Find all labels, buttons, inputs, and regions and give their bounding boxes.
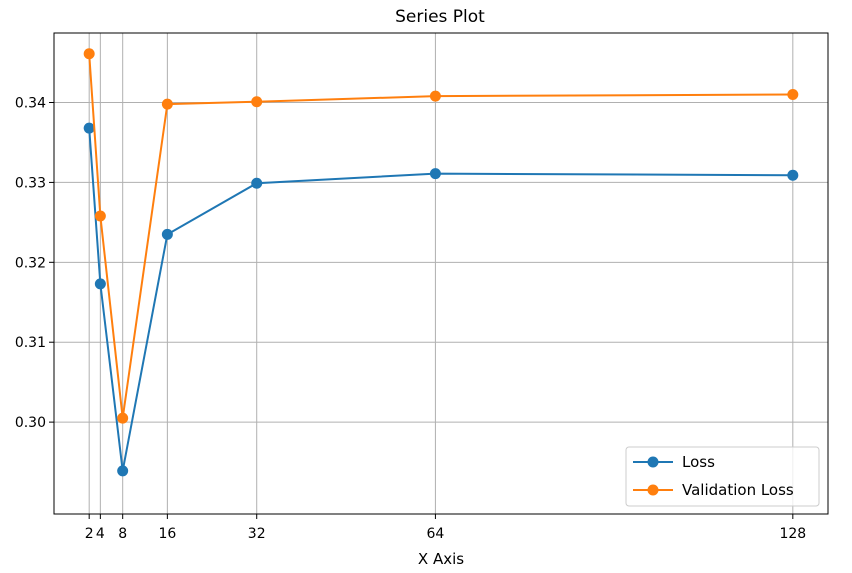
x-tick-label: 2: [85, 526, 94, 542]
plot-frame: [53, 32, 829, 515]
chart-title: Series Plot: [395, 7, 485, 27]
data-point: [161, 98, 173, 110]
legend-swatch-marker: [647, 456, 659, 468]
data-point: [117, 465, 129, 477]
x-tick-label: 128: [779, 526, 806, 542]
x-tick-label: 8: [118, 526, 127, 542]
data-point: [94, 210, 106, 222]
series-layer: [83, 48, 799, 477]
data-point: [251, 177, 263, 189]
data-point: [787, 169, 799, 181]
legend-swatch-marker: [647, 484, 659, 496]
data-point: [117, 412, 129, 424]
x-tick-label: 16: [158, 526, 176, 542]
y-tick-label: 0.33: [15, 175, 46, 191]
grid-lines: [54, 33, 828, 514]
y-tick-label: 0.34: [15, 96, 46, 112]
legend-entry: Loss: [682, 453, 715, 471]
data-point: [429, 168, 441, 180]
x-tick-label: 4: [96, 526, 105, 542]
data-point: [161, 228, 173, 240]
x-axis-label: X Axis: [418, 550, 464, 568]
data-point: [94, 278, 106, 290]
data-point: [787, 89, 799, 101]
legend-entry: Validation Loss: [682, 481, 794, 499]
y-tick-label: 0.31: [15, 335, 46, 351]
x-axis-ticks: 2 4 8 16 32 64 128: [85, 514, 806, 542]
data-point: [429, 90, 441, 102]
legend-box: [625, 446, 820, 507]
legend: Loss Validation Loss: [625, 446, 820, 507]
data-point: [83, 48, 95, 60]
y-tick-label: 0.32: [15, 255, 46, 271]
x-tick-label: 64: [427, 526, 445, 542]
y-axis-ticks: 0.30 0.31 0.32 0.33 0.34: [15, 96, 54, 431]
series-line: [88, 53, 793, 419]
y-tick-label: 0.30: [15, 415, 46, 431]
x-tick-label: 32: [248, 526, 266, 542]
data-point: [251, 96, 263, 108]
data-point: [83, 122, 95, 134]
series-line: [88, 128, 793, 472]
